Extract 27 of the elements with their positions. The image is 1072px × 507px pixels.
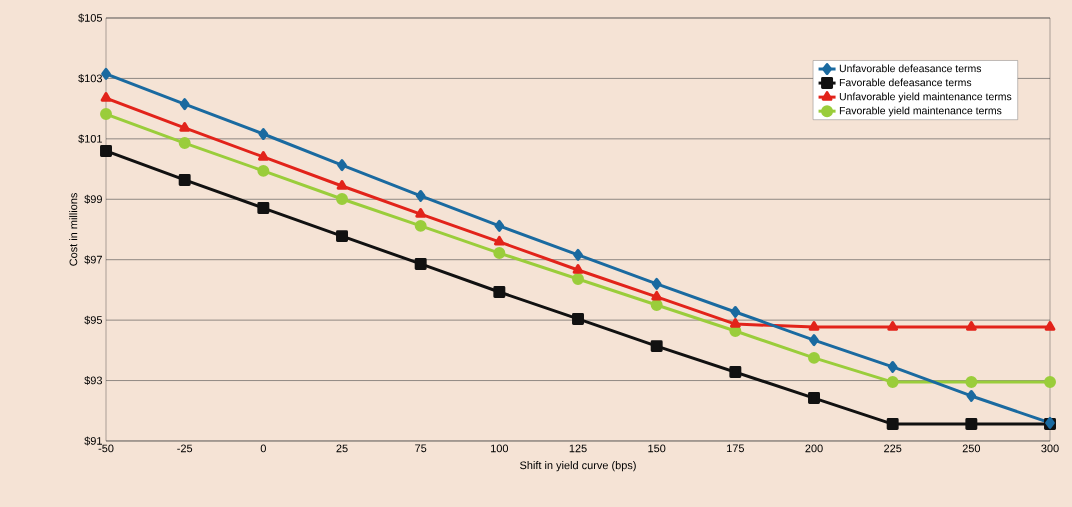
y-tick-label: $99 [84,194,102,204]
y-tick-label: $103 [78,73,102,83]
x-tick-label: 75 [415,444,427,453]
legend-label: Favorable yield maintenance terms [839,106,1002,117]
y-tick-label: $95 [84,315,103,325]
x-axis-title: Shift in yield curve (bps) [520,461,636,472]
x-tick-label: 250 [962,444,981,453]
legend-label: Unfavorable defeasance terms [839,64,982,73]
x-tick-label: 175 [727,444,745,453]
x-tick-label: -25 [177,444,193,453]
legend-label: Unfavorable yield maintenance terms [839,92,1012,103]
legend-label: Favorable defeasance terms [839,78,972,87]
x-tick-label: -50 [98,444,114,453]
y-tick-label: $91 [84,436,102,446]
x-tick-label: 125 [569,444,587,453]
x-tick-label: 25 [336,444,348,453]
x-tick-label: 100 [491,444,509,453]
x-tick-label: 150 [648,444,666,453]
y-tick-label: $93 [84,376,102,385]
y-tick-label: $105 [78,13,103,23]
x-tick-label: 300 [1041,444,1059,453]
y-axis-title: Cost in millions [69,193,78,266]
x-tick-label: 200 [805,444,823,453]
x-tick-label: 225 [884,444,902,453]
x-tick-label: 0 [260,444,266,453]
y-tick-label: $97 [84,255,102,265]
y-tick-label: $101 [78,134,102,144]
